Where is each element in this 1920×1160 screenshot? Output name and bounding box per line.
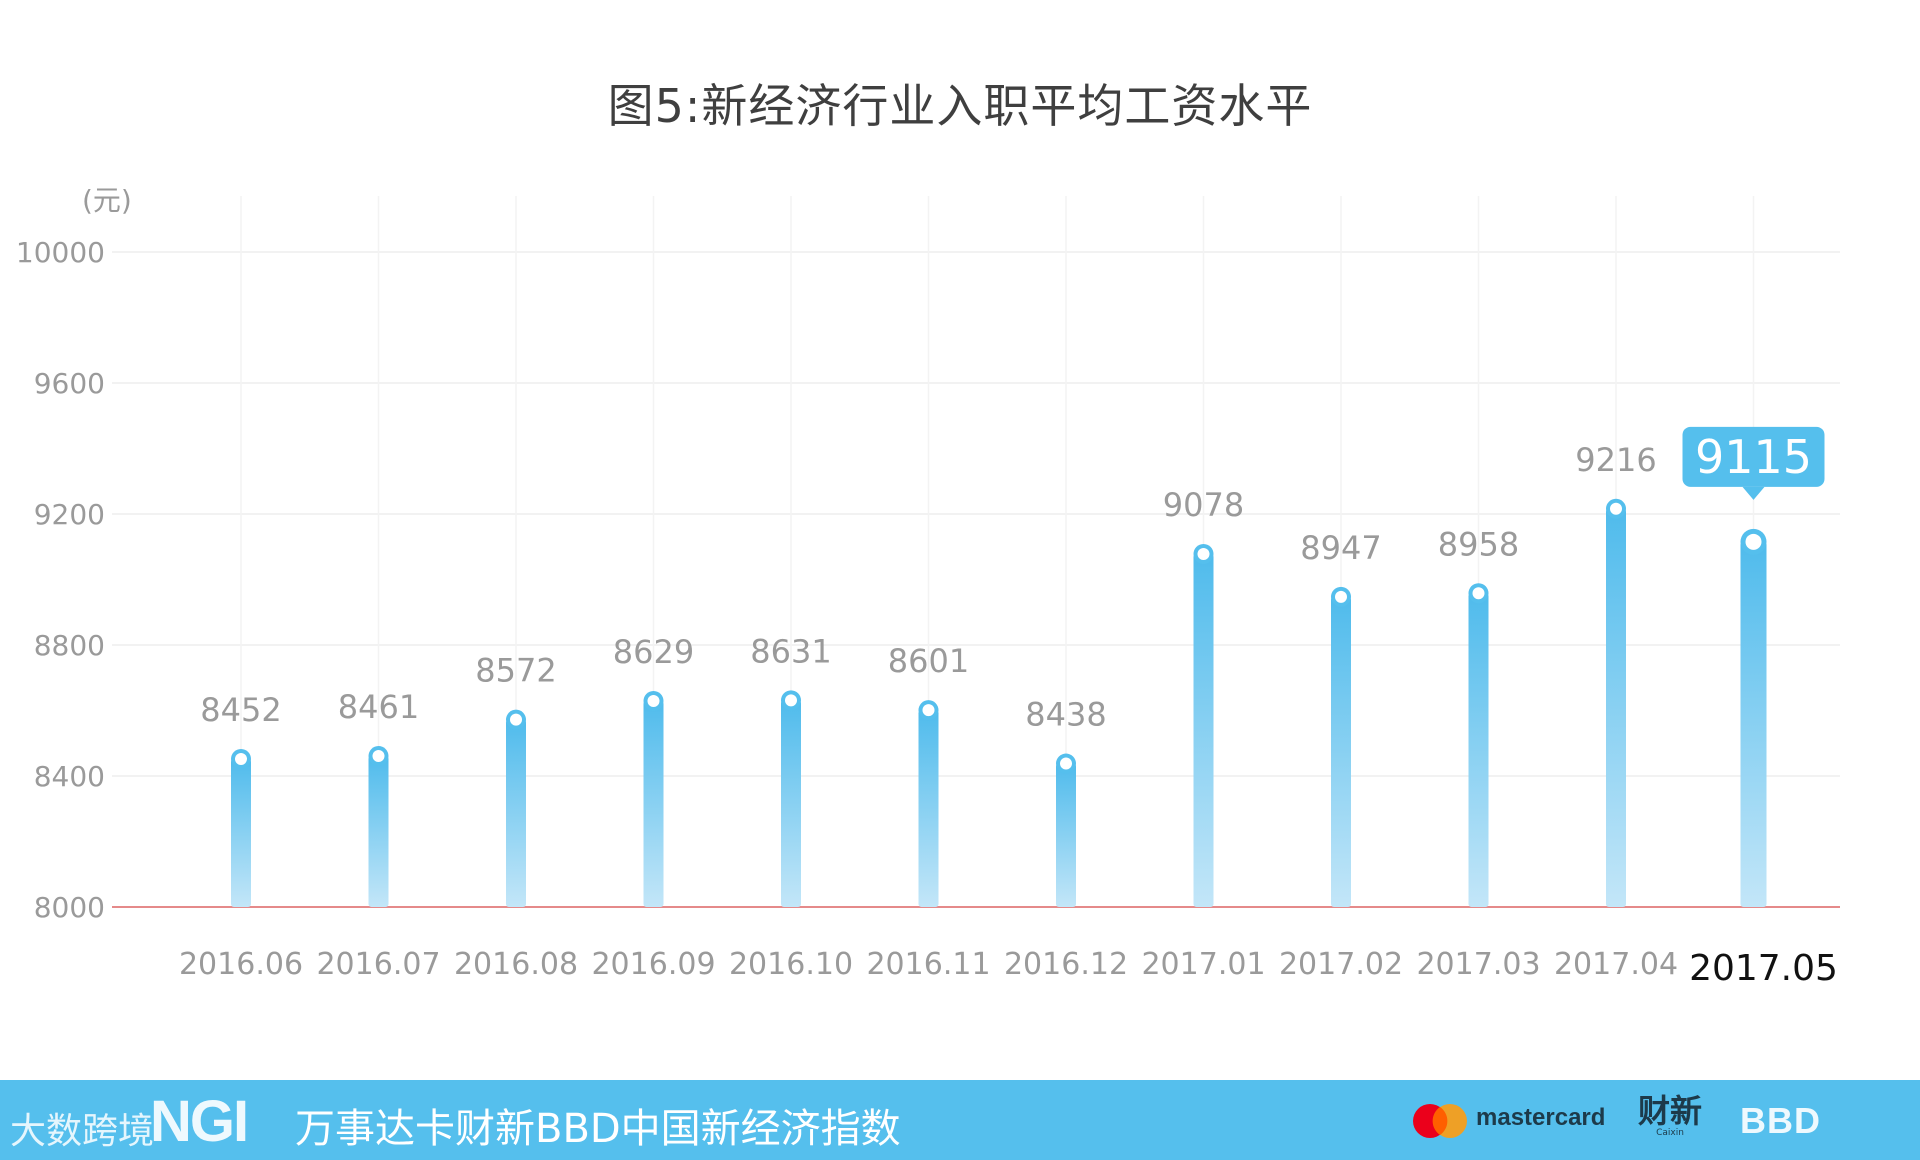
point-marker xyxy=(1197,547,1210,560)
bar xyxy=(368,756,389,907)
data-label: 8461 xyxy=(338,688,419,726)
x-tick-label: 2016.09 xyxy=(591,947,715,982)
data-label: 8629 xyxy=(613,633,694,671)
point-marker xyxy=(372,750,385,763)
data-label: 8452 xyxy=(200,691,281,729)
bar xyxy=(643,701,664,907)
bar xyxy=(1331,596,1351,907)
highlight-callout xyxy=(1682,426,1825,487)
data-label: 8572 xyxy=(475,652,556,690)
x-tick-label: 2016.06 xyxy=(179,947,303,982)
point-marker xyxy=(647,695,660,708)
y-tick-label: 8400 xyxy=(34,760,105,793)
data-label: 8438 xyxy=(1025,696,1106,734)
point-marker xyxy=(785,694,797,707)
footer-banner: 大数跨境 NGI 万事达卡财新BBD中国新经济指数 mastercard 财新 … xyxy=(0,1080,1920,1160)
data-label: 8947 xyxy=(1300,529,1381,567)
caixin-logo: 财新 Caixin xyxy=(1638,1094,1702,1138)
mastercard-wordmark: mastercard xyxy=(1476,1104,1606,1131)
y-tick-label: 8000 xyxy=(34,891,105,924)
caixin-wordmark: 财新 xyxy=(1638,1092,1703,1130)
mastercard-logo-icon xyxy=(1413,1104,1467,1138)
data-label-highlight: 9115 xyxy=(1695,430,1812,484)
x-tick-label: 2017.01 xyxy=(1141,947,1265,982)
data-label: 8601 xyxy=(888,642,969,680)
x-tick-label: 2016.10 xyxy=(729,947,853,982)
bar xyxy=(1740,541,1767,907)
y-tick-label: 9600 xyxy=(34,367,105,400)
callout-pointer xyxy=(1742,486,1765,500)
bar xyxy=(781,700,801,907)
caixin-subtext: Caixin xyxy=(1656,1128,1684,1138)
bar xyxy=(1056,763,1076,907)
data-label: 9078 xyxy=(1163,486,1244,524)
bbd-logo: BBD xyxy=(1740,1100,1821,1141)
data-label: 9216 xyxy=(1575,441,1656,479)
watermark: 大数跨境 xyxy=(10,1111,155,1152)
bar-chart: 8000 8400 8800 9200 9600 10000 8452 2016.06 8461… xyxy=(16,184,1840,989)
ngi-logo: NGI xyxy=(150,1089,249,1154)
bar xyxy=(231,758,251,907)
point-marker xyxy=(922,704,935,717)
x-tick-label: 2016.11 xyxy=(866,947,990,982)
data-label: 8631 xyxy=(750,632,831,670)
chart-title: 图5:新经济行业入职平均工资水平 xyxy=(607,79,1313,133)
x-tick-label: 2017.04 xyxy=(1554,947,1678,982)
point-marker xyxy=(1060,757,1072,770)
point-marker xyxy=(1472,587,1485,600)
point-marker xyxy=(510,713,522,726)
y-tick-label: 10000 xyxy=(16,236,105,269)
bar xyxy=(918,710,939,907)
y-tick-label: 8800 xyxy=(34,629,105,662)
bar xyxy=(506,719,526,907)
x-tick-label: 2017.05 xyxy=(1689,948,1838,989)
point-marker xyxy=(1610,502,1622,515)
x-tick-label: 2017.02 xyxy=(1279,947,1403,982)
data-label: 8958 xyxy=(1438,525,1519,563)
bar xyxy=(1606,508,1626,907)
point-marker xyxy=(235,752,247,765)
x-tick-label: 2017.03 xyxy=(1416,947,1540,982)
x-tick-label: 2016.07 xyxy=(316,947,440,982)
x-tick-label: 2016.08 xyxy=(454,947,578,982)
point-marker xyxy=(1335,590,1347,603)
y-tick-label: 9200 xyxy=(34,498,105,531)
x-tick-label: 2016.12 xyxy=(1004,947,1128,982)
y-axis-unit: (元) xyxy=(82,184,132,217)
point-marker xyxy=(1745,533,1762,550)
index-name: 万事达卡财新BBD中国新经济指数 xyxy=(295,1106,901,1152)
bar xyxy=(1193,553,1214,907)
bar xyxy=(1468,593,1489,907)
